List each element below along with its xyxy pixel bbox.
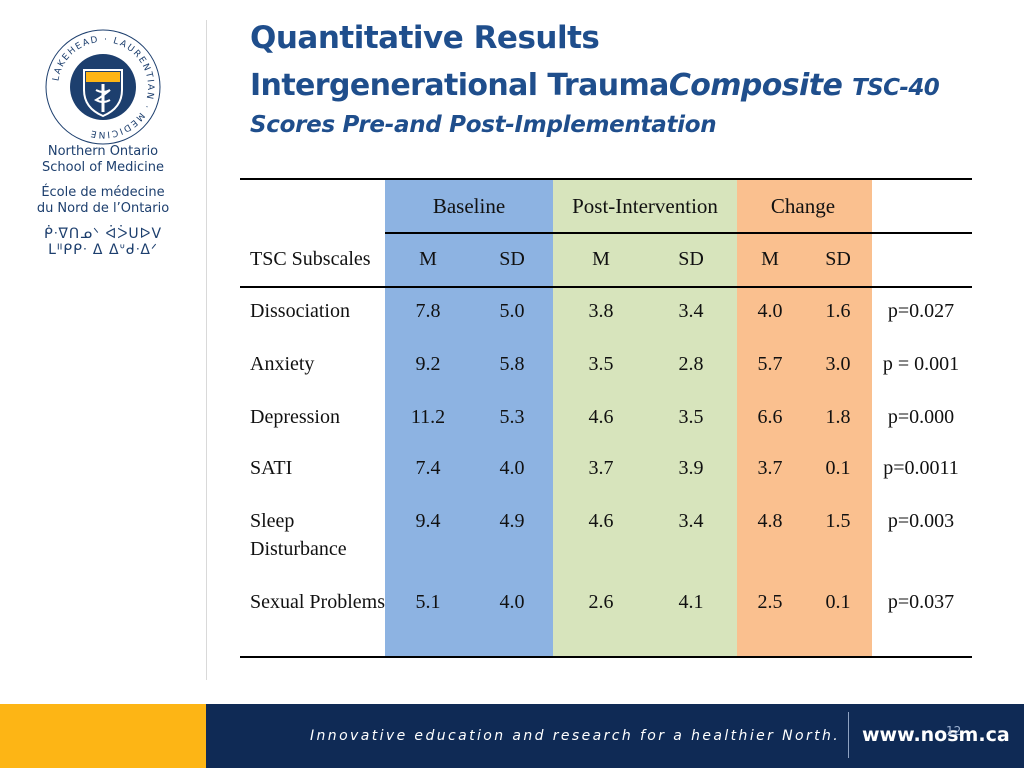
table-cell: 5.8 bbox=[499, 353, 525, 375]
table-cell: 9.2 bbox=[415, 353, 441, 375]
table-cell: 3.4 bbox=[678, 510, 704, 532]
p-value: p=0.003 bbox=[887, 510, 955, 532]
group-header-post-intervention: Post-Intervention bbox=[572, 194, 718, 218]
title-part-trauma: Intergenerational Trauma bbox=[250, 68, 669, 103]
table-cell: 7.4 bbox=[415, 457, 441, 479]
post-intervention-column-band bbox=[553, 180, 737, 657]
table-cell: 3.0 bbox=[825, 353, 851, 375]
school-name-syllabics-line2: ᒪᐦᑭᑭᐧ ᐃ ᐃᐡᑯᐧᐃᐟ bbox=[48, 242, 158, 258]
medicine-crest-logo: LAKEHEAD · LAURENTIAN · MEDICINE bbox=[45, 29, 161, 145]
group-header-change: Change bbox=[770, 194, 836, 218]
school-name-english-line1: Northern Ontario bbox=[47, 144, 159, 159]
subheader-m: M bbox=[419, 248, 437, 270]
table-cell: 5.1 bbox=[415, 591, 441, 613]
school-name-syllabics: ᑮᐧᐁᑎᓄᐠ ᐋᐴᑌᐅᐯ ᒪᐦᑭᑭᐧ ᐃ ᐃᐡᑯᐧᐃᐟ bbox=[14, 226, 192, 258]
table-cell: 3.9 bbox=[678, 457, 704, 479]
table-cell: 2.6 bbox=[588, 591, 614, 613]
footer-accent-block bbox=[0, 704, 206, 768]
row-header-label: TSC Subscales bbox=[250, 248, 371, 270]
table-cell: 4.0 bbox=[757, 300, 783, 322]
footer-divider bbox=[848, 712, 849, 758]
table-cell: 1.5 bbox=[825, 510, 851, 532]
footer-website-link[interactable]: www.nosm.ca bbox=[862, 724, 1010, 746]
row-label: Dissociation bbox=[250, 300, 350, 322]
table-cell: 2.5 bbox=[757, 591, 783, 613]
table-cell: 1.8 bbox=[825, 406, 851, 428]
p-value: p = 0.001 bbox=[882, 353, 960, 375]
row-label: Sleep Disturbance bbox=[250, 510, 347, 560]
row-label: SATI bbox=[250, 457, 293, 479]
table-cell: 4.6 bbox=[588, 406, 614, 428]
table-cell: 3.5 bbox=[588, 353, 614, 375]
table-cell: 5.3 bbox=[499, 406, 525, 428]
table-cell: 4.9 bbox=[499, 510, 525, 532]
table-cell: 0.1 bbox=[825, 457, 851, 479]
table-cell: 0.1 bbox=[825, 591, 851, 613]
table-cell: 3.8 bbox=[588, 300, 614, 322]
table-cell: 4.8 bbox=[757, 510, 783, 532]
p-value: p=0.037 bbox=[887, 591, 955, 613]
table-cell: 7.8 bbox=[415, 300, 441, 322]
school-name-syllabics-line1: ᑮᐧᐁᑎᓄᐠ ᐋᐴᑌᐅᐯ bbox=[43, 226, 163, 242]
change-column-band bbox=[737, 180, 872, 657]
table-cell: 4.1 bbox=[678, 591, 704, 613]
results-table: Baseline Post-Intervention Change TSC Su… bbox=[240, 178, 972, 659]
group-header-baseline: Baseline bbox=[432, 194, 506, 218]
p-value: p=0.000 bbox=[887, 406, 955, 428]
table-cell: 3.4 bbox=[678, 300, 704, 322]
table-bottom-rule bbox=[240, 656, 972, 658]
table-cell: 3.7 bbox=[588, 457, 614, 479]
school-name-french-line2: du Nord de l’Ontario bbox=[36, 201, 170, 216]
table-cell: 4.0 bbox=[499, 457, 525, 479]
subheader-sd: SD bbox=[825, 248, 851, 270]
table-cell: 4.6 bbox=[588, 510, 614, 532]
table-cell: 2.8 bbox=[678, 353, 704, 375]
row-label: Anxiety bbox=[250, 353, 315, 375]
footer-tagline: Innovative education and research for a … bbox=[310, 728, 841, 744]
table-cell: 5.7 bbox=[757, 353, 783, 375]
school-name-french-line1: École de médecine bbox=[41, 185, 165, 200]
p-value: p=0.0011 bbox=[883, 457, 959, 479]
table-cell: 5.0 bbox=[499, 300, 525, 322]
footer-bar: Innovative education and research for a … bbox=[0, 704, 1024, 768]
subheader-sd: SD bbox=[499, 248, 525, 270]
table-cell: 3.7 bbox=[757, 457, 783, 479]
table-cell: 6.6 bbox=[757, 406, 783, 428]
panel-divider bbox=[206, 20, 207, 680]
table-top-rule bbox=[240, 178, 972, 180]
school-name-french: École de médecine du Nord de l’Ontario bbox=[14, 185, 192, 217]
table-header-rule bbox=[240, 286, 972, 288]
slide-title: Quantitative Results bbox=[250, 20, 600, 56]
p-value: p=0.027 bbox=[887, 300, 955, 322]
slide-number: 12 bbox=[946, 724, 962, 738]
title-part-composite: Composite bbox=[668, 68, 843, 103]
table-group-rule bbox=[385, 232, 972, 234]
table-cell: 11.2 bbox=[410, 406, 446, 428]
subheader-m: M bbox=[761, 248, 779, 270]
table-cell: 1.6 bbox=[825, 300, 851, 322]
row-label: Sexual Problems bbox=[250, 591, 385, 613]
school-name-english: Northern Ontario School of Medicine bbox=[14, 144, 192, 176]
table-cell: 9.4 bbox=[415, 510, 441, 532]
school-name-english-line2: School of Medicine bbox=[41, 160, 165, 175]
slide-title-line2: Intergenerational TraumaComposite TSC-40 bbox=[250, 68, 940, 103]
table-cell: 3.5 bbox=[678, 406, 704, 428]
table-cell: 4.0 bbox=[499, 591, 525, 613]
subheader-sd: SD bbox=[678, 248, 704, 270]
subheader-m: M bbox=[592, 248, 610, 270]
slide-subtitle: Scores Pre-and Post-Implementation bbox=[250, 112, 717, 138]
title-part-tsc40: TSC-40 bbox=[852, 75, 940, 101]
row-label: Depression bbox=[250, 406, 340, 428]
baseline-column-band bbox=[385, 180, 553, 657]
